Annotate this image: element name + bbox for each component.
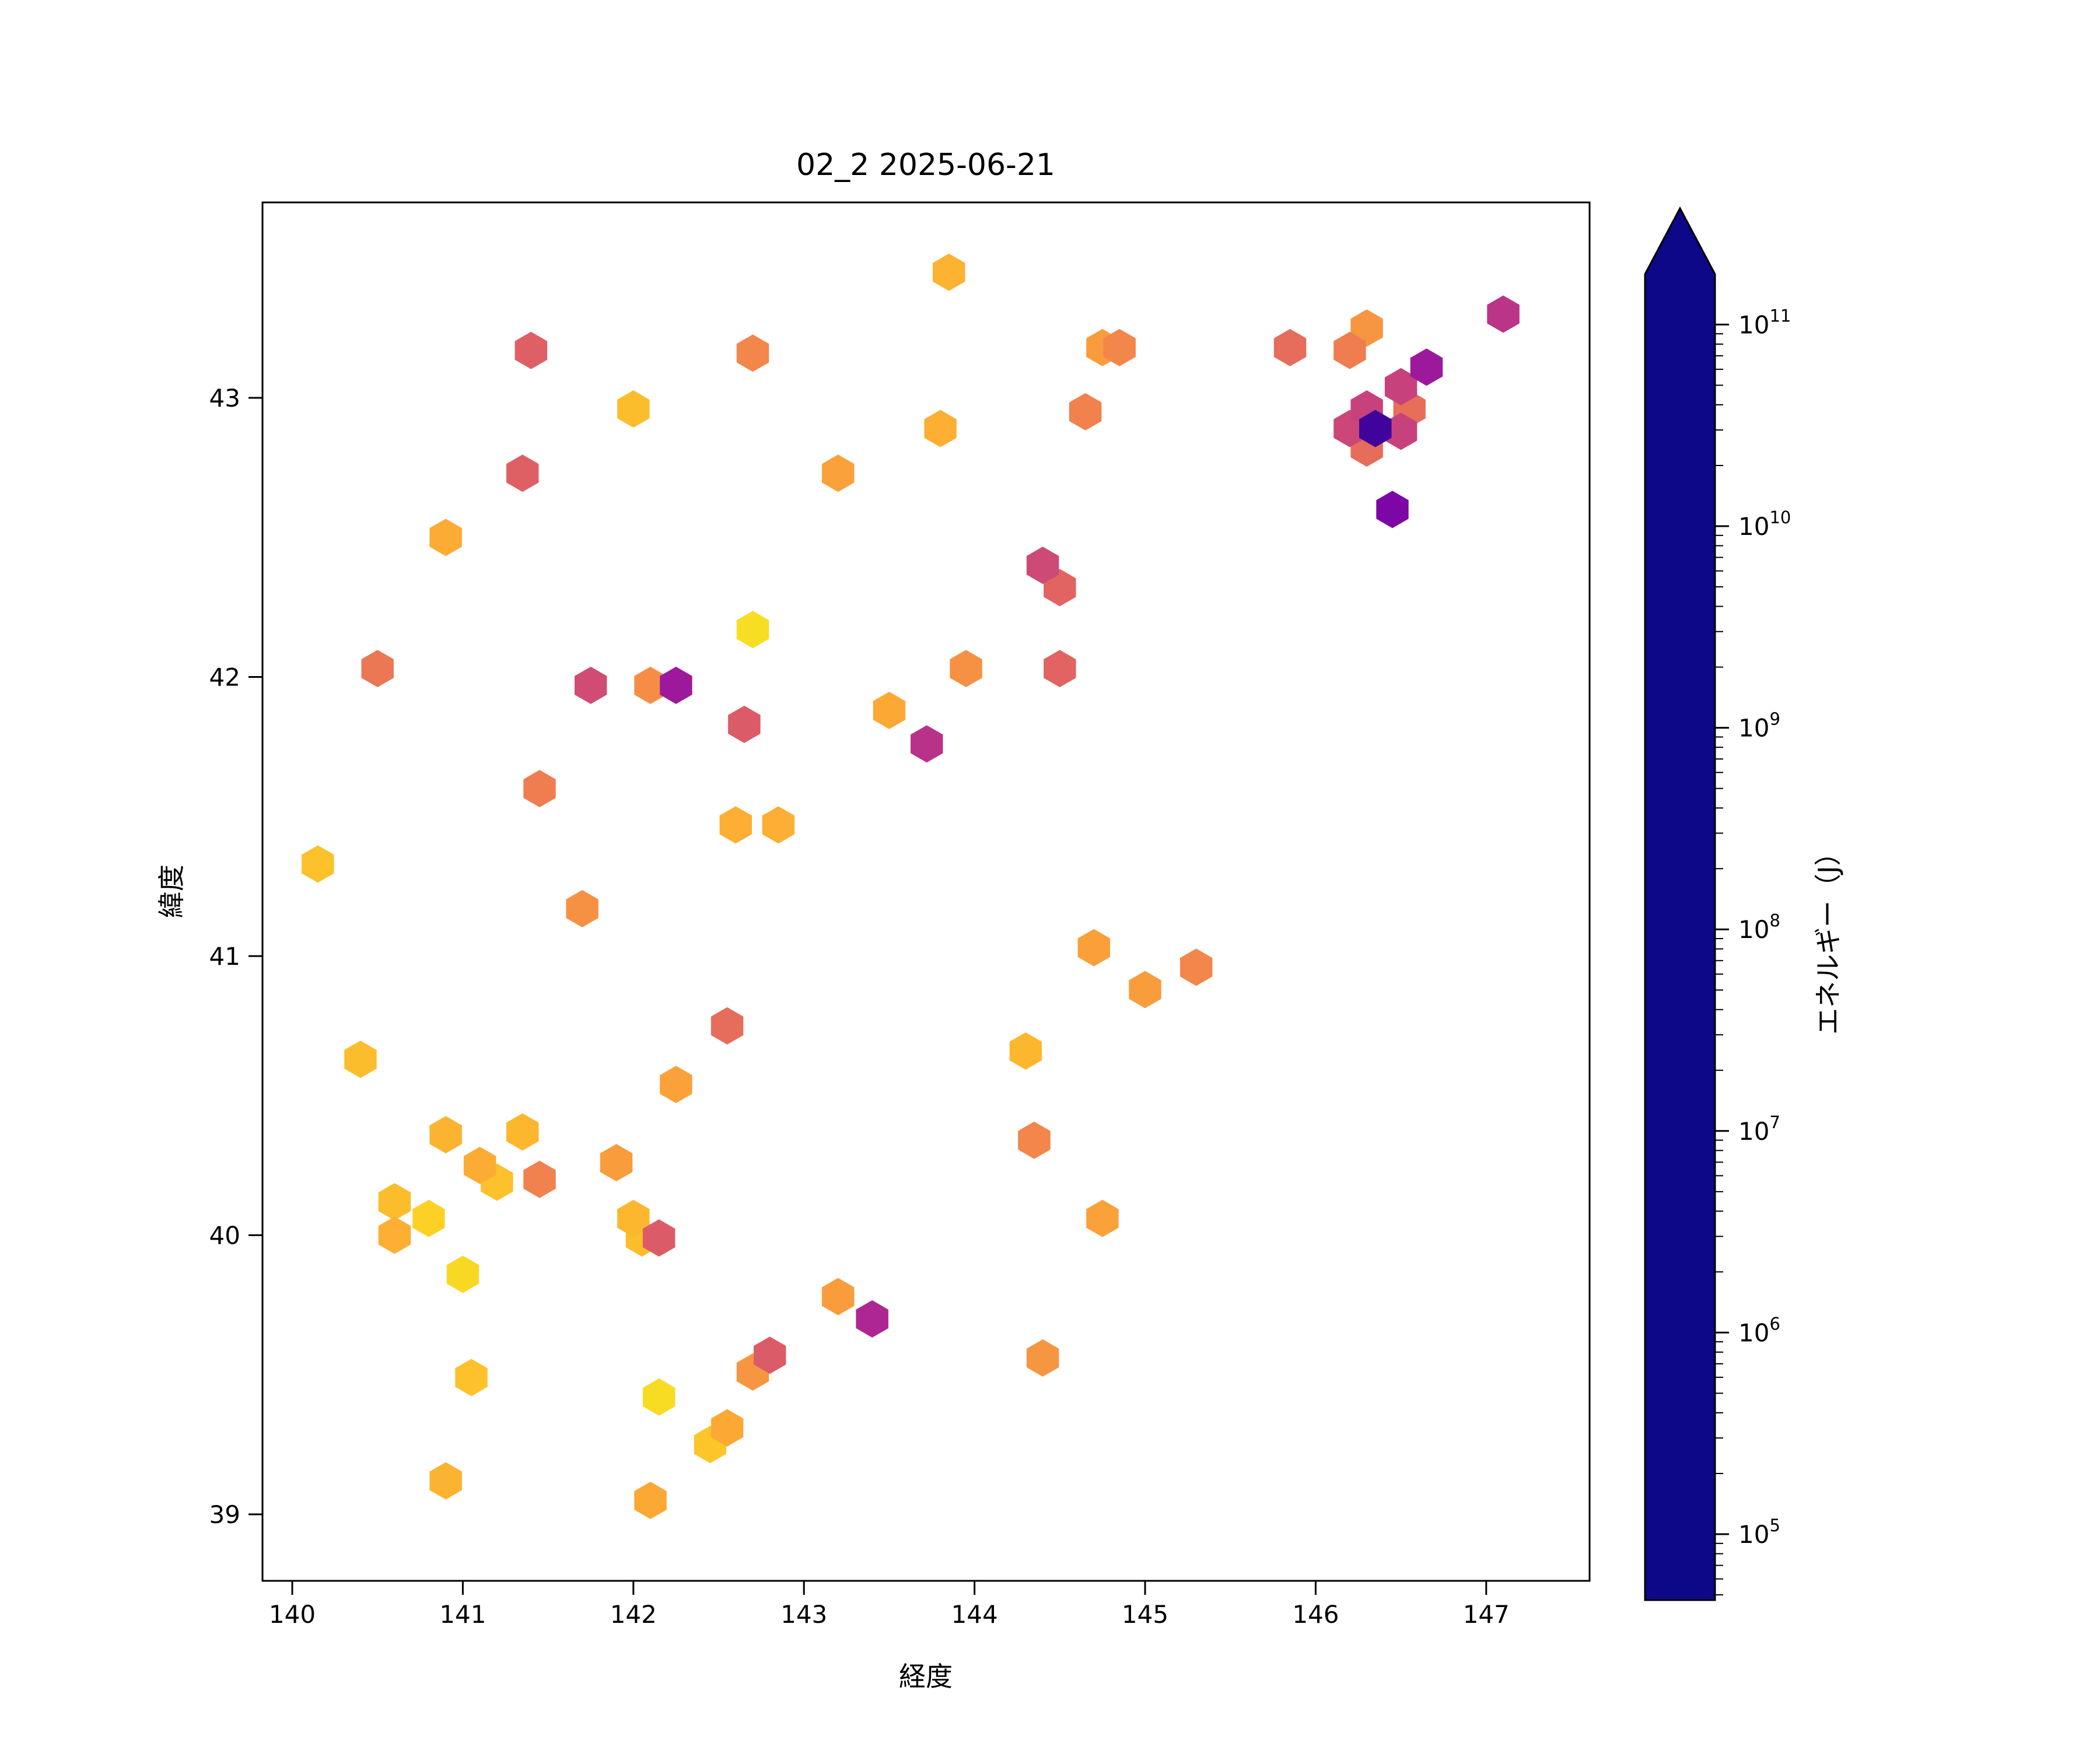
colorbar-outline	[1644, 206, 1716, 1601]
hexbin-point	[429, 1462, 462, 1500]
hexbin-point	[1086, 1199, 1119, 1237]
x-tick-label: 143	[780, 1600, 827, 1629]
hexbin-point	[933, 253, 965, 291]
hexbin-point	[1103, 328, 1136, 366]
y-tick-label: 43	[209, 384, 240, 412]
colorbar-tick-label: 1011	[1738, 306, 1791, 339]
hexbin-point	[617, 390, 650, 428]
hexbin-point	[412, 1199, 445, 1237]
x-tick-label: 142	[610, 1600, 657, 1629]
hexbin-point	[600, 1144, 633, 1182]
hexbin-point	[1009, 1032, 1042, 1070]
y-tick-label: 41	[209, 942, 240, 971]
hexbin-point	[429, 1116, 462, 1154]
hexbin-point	[1359, 410, 1392, 447]
hexbin-point	[378, 1183, 411, 1221]
colorbar-gradient-bar	[1645, 274, 1715, 1600]
hexbin-point	[302, 845, 334, 883]
hexbin-point	[660, 1066, 692, 1104]
hexbin-point	[523, 1160, 556, 1198]
hexbin-point	[1273, 328, 1307, 366]
hexbin-point	[506, 1113, 539, 1151]
x-tick-label: 140	[269, 1600, 316, 1629]
hexbin-point	[463, 1146, 496, 1184]
hexbin-point	[950, 650, 982, 688]
hexbin-point	[822, 1278, 855, 1315]
colorbar-tick-label: 109	[1738, 709, 1780, 743]
hexbin-point	[642, 1219, 676, 1257]
page-title: 02_2 2025-06-21	[796, 148, 1055, 183]
hexbin-point	[1384, 368, 1418, 405]
hexbin-point	[660, 666, 692, 704]
hexbin-point	[634, 1482, 667, 1520]
hexbin-point	[344, 1041, 377, 1078]
colorbar-ticks: 105 106 107 108 109 1010 1011	[1715, 306, 1791, 1596]
x-axis-label: 経度	[899, 1661, 953, 1692]
hexbin-point	[617, 1199, 650, 1237]
hexbin-point	[1044, 650, 1076, 688]
hexbin-point	[1334, 331, 1366, 369]
x-tick-label: 141	[439, 1600, 486, 1629]
hexbin-point	[506, 454, 539, 492]
x-tick-label: 145	[1122, 1600, 1168, 1629]
x-tick-label: 147	[1463, 1600, 1510, 1629]
y-tick-label: 42	[209, 663, 240, 692]
hexbin-point	[378, 1216, 411, 1254]
hexbin-point	[736, 334, 769, 372]
colorbar-tick-label: 105	[1738, 1516, 1780, 1549]
hexbin-point	[856, 1300, 888, 1338]
y-tick-label: 39	[209, 1500, 240, 1529]
colorbar-extend-arrow-icon	[1645, 208, 1715, 274]
axes-border	[261, 201, 1591, 1582]
hexbin-point	[1026, 547, 1059, 584]
hexbin-point	[1026, 1339, 1059, 1377]
hexbin-point	[710, 1007, 744, 1045]
hexbin-point	[754, 1336, 786, 1374]
hexbin-point	[822, 454, 855, 492]
x-tick-label: 146	[1292, 1600, 1339, 1629]
hexbin-point	[1384, 412, 1418, 450]
hexbin-point	[1077, 929, 1110, 967]
hexbin-point	[642, 1378, 676, 1416]
colorbar-tick-label: 108	[1738, 911, 1780, 944]
hexbin-point	[446, 1255, 480, 1293]
hexbin-point	[924, 410, 957, 447]
colorbar-tick-label: 106	[1738, 1314, 1780, 1347]
y-axis-label: 緯度	[156, 864, 187, 918]
hexbin-point	[1376, 491, 1409, 528]
hexbin-point	[514, 331, 548, 369]
hexbin-point	[429, 519, 462, 556]
hexbin-point	[1487, 295, 1520, 333]
x-axis-ticks: 140 141 142 143 144 145 146 147	[269, 1581, 1510, 1629]
hexbin-point	[1069, 393, 1102, 430]
y-axis-ticks: 39 40 41 42 43	[209, 384, 262, 1529]
hexbin-point	[1018, 1121, 1051, 1159]
colorbar-label: エネルギー（J）	[1812, 839, 1844, 1035]
hexbin-point	[736, 611, 769, 649]
hexbin-point	[566, 890, 598, 928]
hexbin-point	[1129, 971, 1161, 1009]
colorbar: 105 106 107 108 109 1010 1011 エネルギー（J）	[1644, 206, 1844, 1601]
colorbar-tick-label: 107	[1738, 1112, 1780, 1146]
hexbin-point	[911, 725, 943, 763]
scatter-points	[302, 253, 1520, 1520]
hexbin-point	[575, 666, 607, 704]
hexbin-point	[710, 1409, 744, 1447]
plot-area: 140 141 142 143 144 145 146 147 39 40 41 42 43 02_2…	[156, 148, 1591, 1692]
hexbin-point	[361, 650, 394, 688]
colorbar-tick-label: 1010	[1738, 508, 1791, 541]
hexbin-point	[523, 769, 556, 807]
hexbin-point	[719, 806, 752, 844]
hexbin-point	[728, 705, 761, 743]
hexbin-point	[1180, 949, 1213, 986]
hexbin-point	[762, 806, 795, 844]
hexbin-point	[873, 691, 906, 729]
y-tick-label: 40	[209, 1222, 240, 1250]
hexbin-point	[634, 666, 667, 704]
hexbin-point	[455, 1359, 488, 1396]
hexbin-point	[1410, 348, 1443, 386]
x-tick-label: 144	[951, 1600, 998, 1629]
